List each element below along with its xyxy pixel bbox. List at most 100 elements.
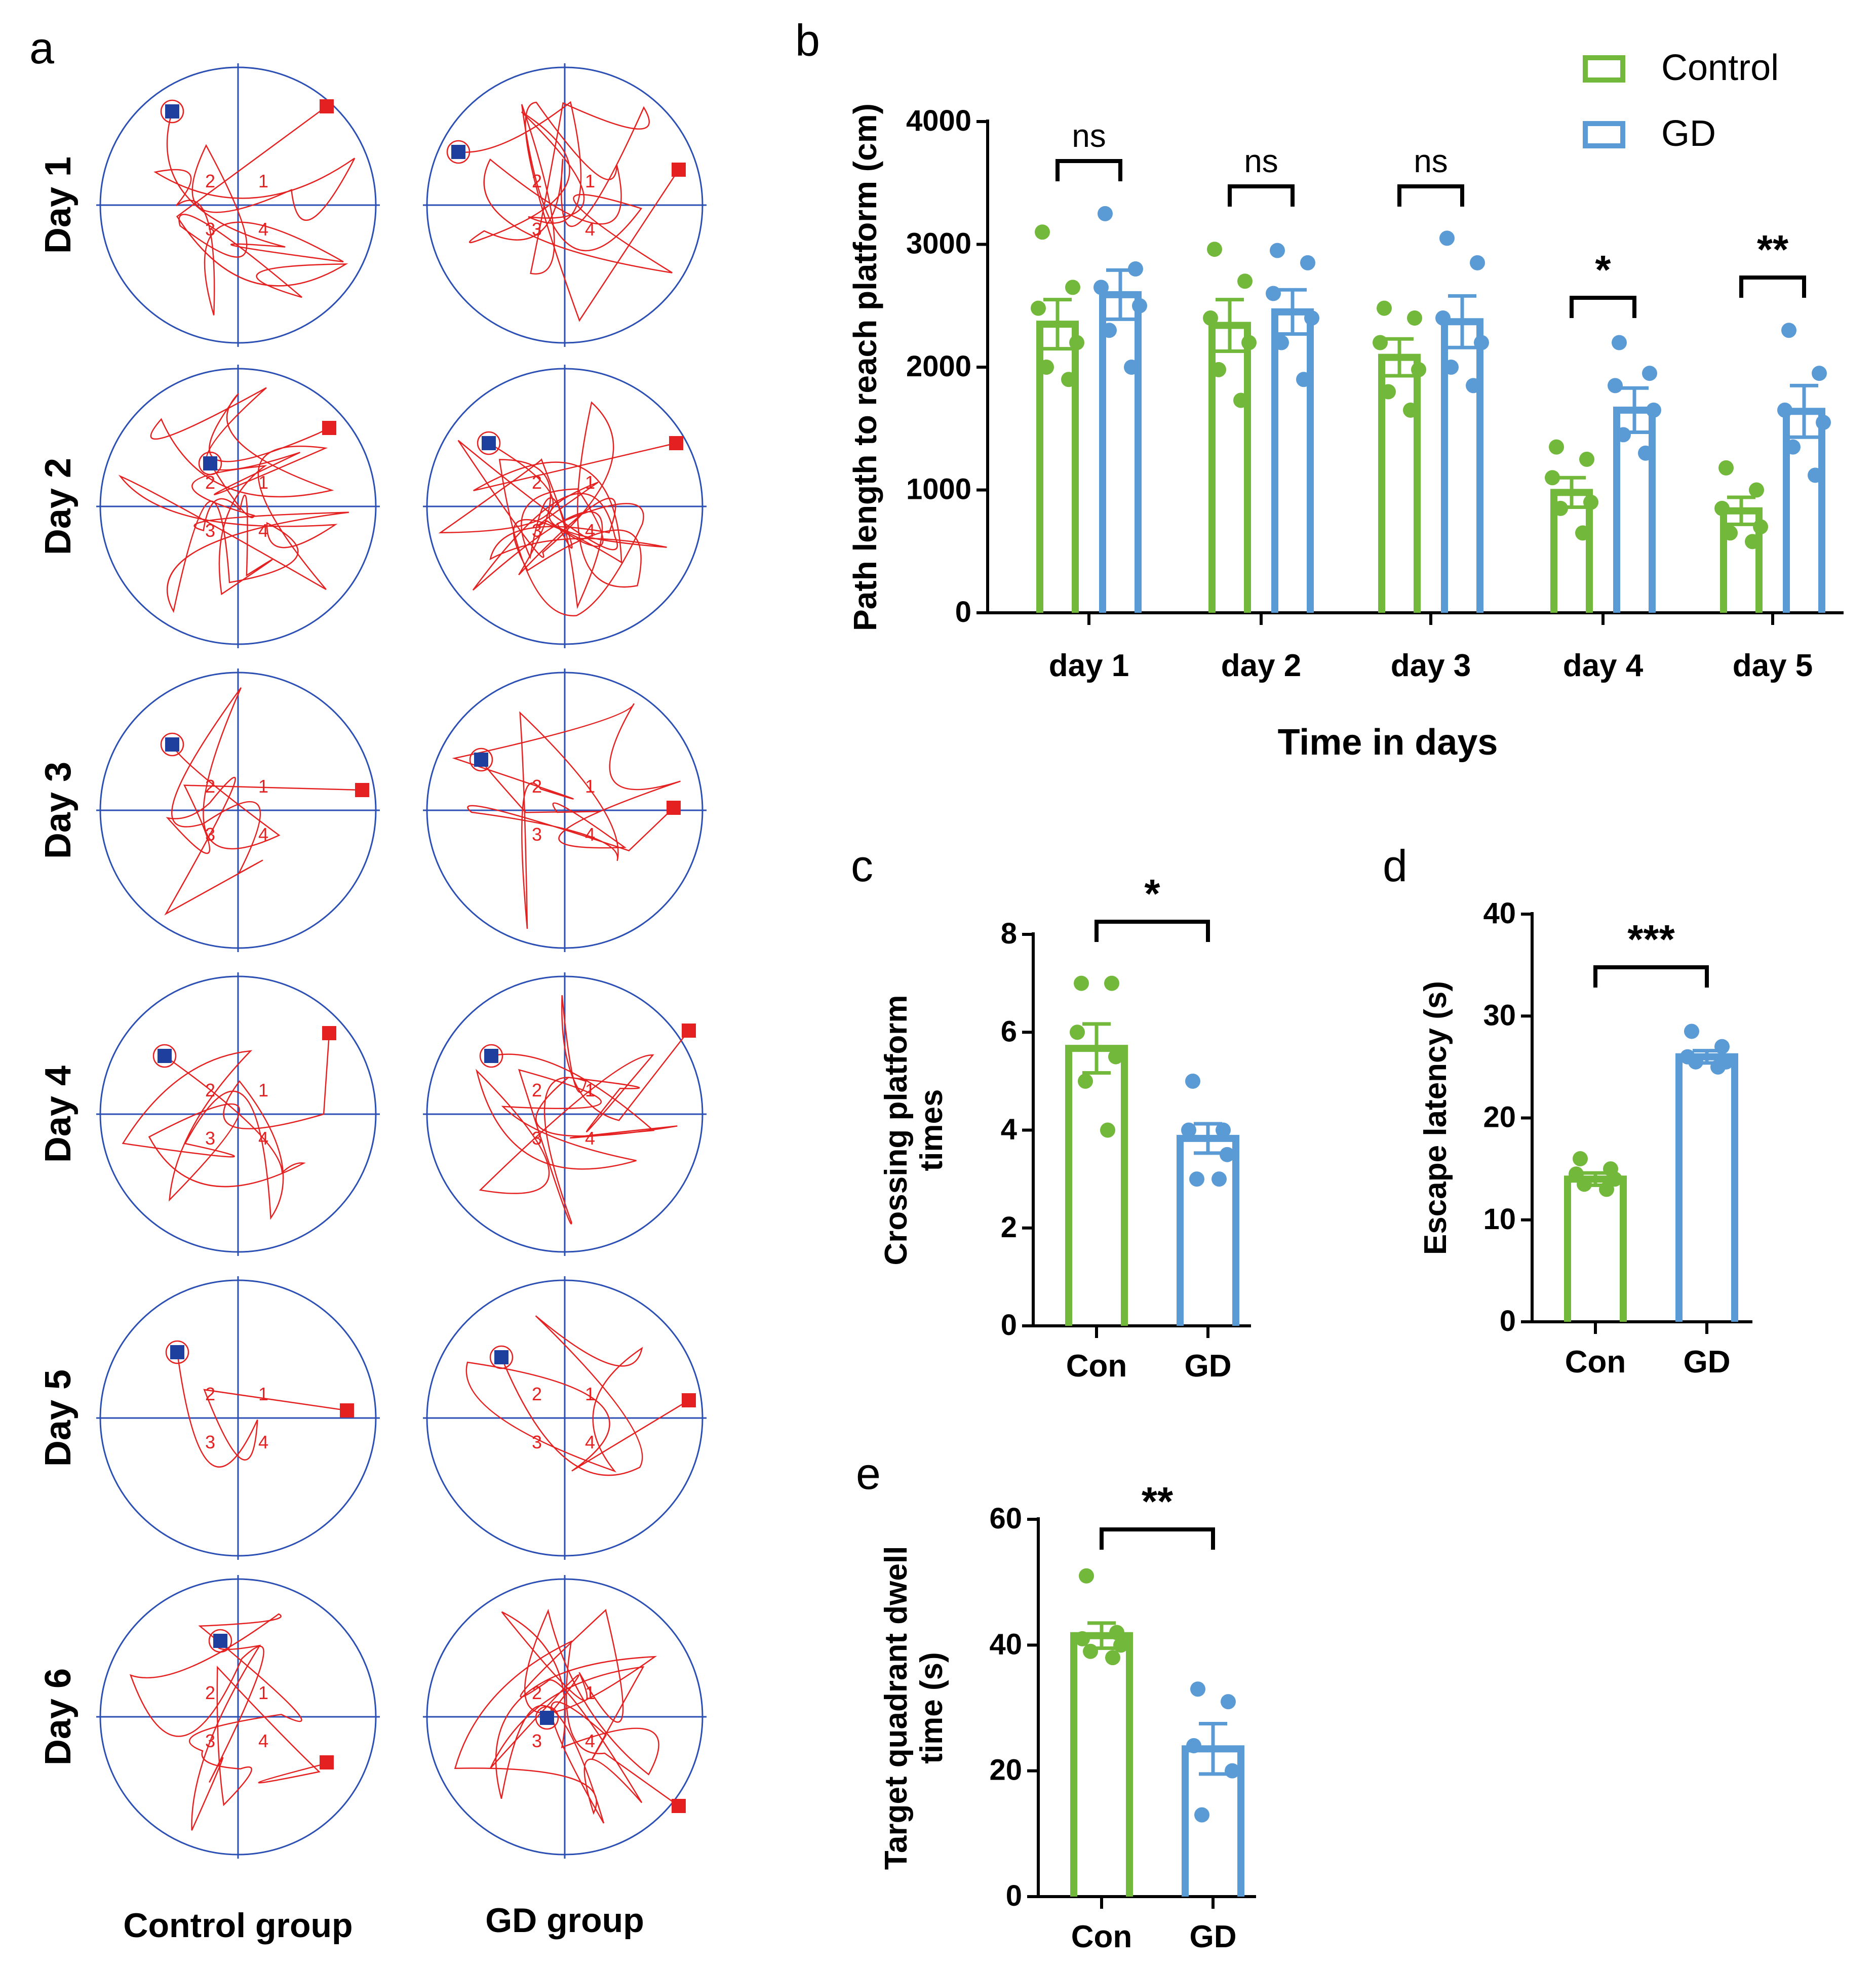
y-axis-title: Target quadrant dwell <box>879 1546 914 1870</box>
data-point <box>1549 439 1564 455</box>
quadrant-label: 1 <box>258 1384 268 1404</box>
data-point <box>1714 1039 1730 1054</box>
data-point <box>1083 1643 1098 1659</box>
data-point <box>1785 439 1801 455</box>
bar-control-1 <box>1031 224 1084 613</box>
column-label-gd: GD group <box>485 1901 644 1940</box>
data-point <box>1211 362 1226 377</box>
y-tick-label: 0 <box>1500 1305 1516 1337</box>
x-tick-label: Con <box>1071 1919 1132 1954</box>
quadrant-label: 1 <box>258 1682 268 1703</box>
panel-a-trajectories: Control group GD group Day 1 1 2 3 4 1 2 3 4 Day … <box>38 63 707 1945</box>
end-marker <box>322 1026 336 1040</box>
y-tick-label: 4000 <box>906 104 971 137</box>
data-point <box>1642 366 1657 381</box>
maze-control-6: 123 4 <box>96 1575 380 1859</box>
data-point <box>1638 445 1653 461</box>
platform-ring <box>489 1345 514 1369</box>
y-tick-label: 0 <box>1006 1879 1022 1912</box>
bar-gd-4 <box>1608 335 1661 613</box>
bar-con <box>1065 975 1128 1326</box>
start-marker <box>494 1350 509 1364</box>
data-point <box>1599 1182 1614 1197</box>
legend-swatch <box>1583 121 1625 148</box>
quadrant-label: 1 <box>258 1080 268 1100</box>
quadrant-label: 3 <box>205 1432 215 1452</box>
data-point <box>1753 519 1768 535</box>
end-marker <box>320 1755 334 1769</box>
y-tick-label: 30 <box>1483 999 1516 1032</box>
data-point <box>1723 525 1738 541</box>
bar-con <box>1564 1151 1627 1322</box>
y-tick-label: 0 <box>955 596 971 628</box>
start-marker <box>540 1711 554 1725</box>
data-point <box>1373 335 1388 350</box>
panel-c-crossing-chart: 0 2 4 6 8 Con GD * Crossing platform times <box>879 871 1251 1384</box>
significance-label: ** <box>1757 227 1789 272</box>
start-marker <box>474 753 488 767</box>
data-point <box>1220 1147 1235 1162</box>
data-point <box>1812 366 1827 381</box>
data-point <box>1241 335 1257 350</box>
data-point <box>1583 494 1598 510</box>
data-point <box>1714 500 1730 516</box>
y-axis-title: Escape latency (s) <box>1418 981 1453 1255</box>
significance-label: *** <box>1627 917 1675 962</box>
end-marker <box>669 436 683 450</box>
data-point <box>1074 975 1089 991</box>
maze-control-4: 123 4 <box>96 972 380 1256</box>
y-tick-label: 3000 <box>906 227 971 260</box>
end-marker <box>340 1403 354 1418</box>
significance-bracket <box>1739 276 1806 298</box>
data-point <box>1100 1122 1115 1138</box>
start-marker <box>203 456 217 470</box>
bar-con <box>1070 1568 1133 1897</box>
significance-label: ** <box>1142 1479 1174 1524</box>
data-point <box>1039 360 1054 375</box>
data-point <box>1443 360 1459 375</box>
bar <box>1177 1134 1239 1326</box>
data-point <box>1102 323 1117 338</box>
significance-bracket <box>1056 159 1122 181</box>
data-point <box>1569 1166 1584 1182</box>
data-point <box>1710 1059 1726 1075</box>
data-point <box>1109 1625 1124 1640</box>
panel-c-letter: c <box>851 841 873 891</box>
data-point <box>1439 230 1455 246</box>
quadrant-label: 1 <box>258 776 268 797</box>
data-point <box>1104 975 1119 991</box>
y-axis-title: Crossing platform <box>879 995 914 1266</box>
y-tick-label: 0 <box>1001 1309 1017 1342</box>
data-point <box>1113 1637 1128 1653</box>
bar-control-5 <box>1714 460 1768 613</box>
legend-label: GD <box>1661 113 1716 154</box>
data-point <box>1185 1073 1200 1089</box>
quadrant-label: 1 <box>585 776 595 797</box>
data-point <box>1688 1054 1703 1070</box>
y-tick-label: 20 <box>989 1754 1022 1787</box>
data-point <box>1573 1151 1588 1166</box>
quadrant-label: 3 <box>532 824 542 845</box>
start-marker <box>482 436 496 450</box>
bar <box>1070 1632 1133 1897</box>
x-tick-label: day 1 <box>1049 648 1129 683</box>
end-marker <box>320 99 334 113</box>
swim-trajectory <box>164 687 363 916</box>
quadrant-label: 3 <box>532 1432 542 1452</box>
quadrant-label: 4 <box>585 1432 595 1452</box>
x-tick-label: day 3 <box>1391 648 1471 683</box>
panel-e-dwell-time-chart: 0 20 40 60 Con GD ** Target quadrant dwell time … <box>879 1479 1256 1954</box>
significance-label: ns <box>1072 117 1106 154</box>
quadrant-label: 4 <box>585 1128 595 1149</box>
start-marker <box>451 145 465 159</box>
platform-ring <box>469 748 493 772</box>
panel-b-path-length-chart: 0 1000 2000 3000 4000 day 1 ns day 2 ns day 3 ns da… <box>847 48 1844 763</box>
y-tick-label: 20 <box>1483 1101 1516 1134</box>
y-axis-title: Path length to reach platform (cm) <box>847 103 883 631</box>
bar <box>1271 308 1314 613</box>
data-point <box>1381 384 1396 400</box>
maze-control-2: 123 4 <box>96 365 380 648</box>
data-point <box>1181 1122 1196 1138</box>
y-tick-label: 1000 <box>906 473 971 506</box>
data-point <box>1075 1631 1090 1646</box>
